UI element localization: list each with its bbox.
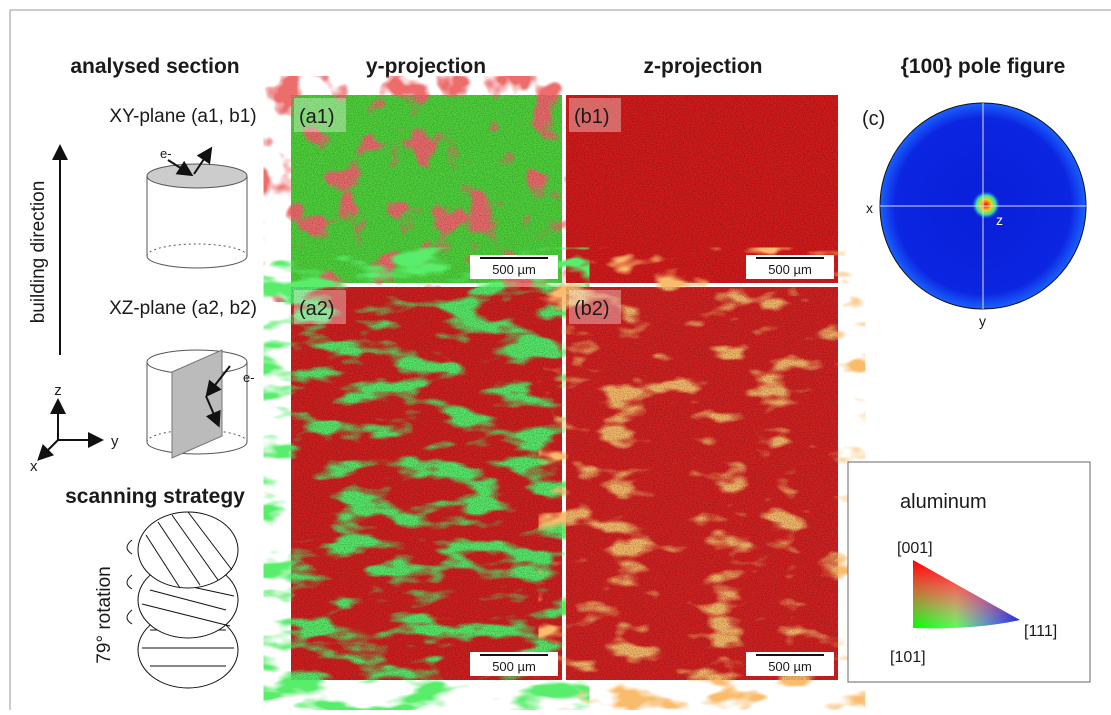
figure: analysed section y-projection z-projecti…	[0, 0, 1111, 710]
legend-corner: [111]	[1024, 623, 1057, 640]
cylinder-xy	[147, 150, 247, 268]
column-header: {100} pole figure	[901, 55, 1066, 78]
legend-corner: [101]	[890, 649, 926, 666]
scan-layers	[127, 512, 238, 688]
scale-label: 500 µm	[492, 659, 536, 674]
panel-label: (c)	[862, 108, 885, 130]
map-b2	[566, 287, 838, 680]
coordinate-axes	[40, 402, 100, 458]
rotation-label: 79° rotation	[94, 566, 115, 663]
scanning-strategy: scanning strategy	[65, 485, 245, 508]
legend-corner: [001]	[897, 540, 933, 557]
panel-label: (a1)	[299, 106, 335, 128]
cylinder-xz	[147, 350, 247, 458]
electron-label: e-	[160, 146, 172, 161]
axis-label: y	[111, 433, 119, 450]
panel-label: (a2)	[299, 298, 335, 320]
pole-axis: x	[866, 200, 873, 216]
xz-plane-label: XZ-plane (a2, b2)	[109, 298, 257, 319]
pole-axis: z	[996, 212, 1003, 228]
electron-label: e-	[243, 370, 255, 385]
scale-label: 500 µm	[492, 262, 536, 277]
pole-axis: y	[979, 313, 986, 329]
legend-title: aluminum	[900, 491, 987, 513]
column-header: analysed section	[70, 55, 239, 78]
panel-label: (b2)	[574, 298, 610, 320]
column-header: y-projection	[366, 55, 486, 78]
axis-label: z	[54, 382, 62, 399]
column-header: z-projection	[644, 55, 763, 78]
scale-label: 500 µm	[768, 659, 812, 674]
xy-plane-label: XY-plane (a1, b1)	[109, 106, 256, 127]
building-direction: building direction	[28, 181, 49, 324]
map-a2	[291, 287, 562, 680]
scale-label: 500 µm	[768, 262, 812, 277]
panel-label: (b1)	[574, 106, 610, 128]
axis-label: x	[30, 458, 38, 475]
